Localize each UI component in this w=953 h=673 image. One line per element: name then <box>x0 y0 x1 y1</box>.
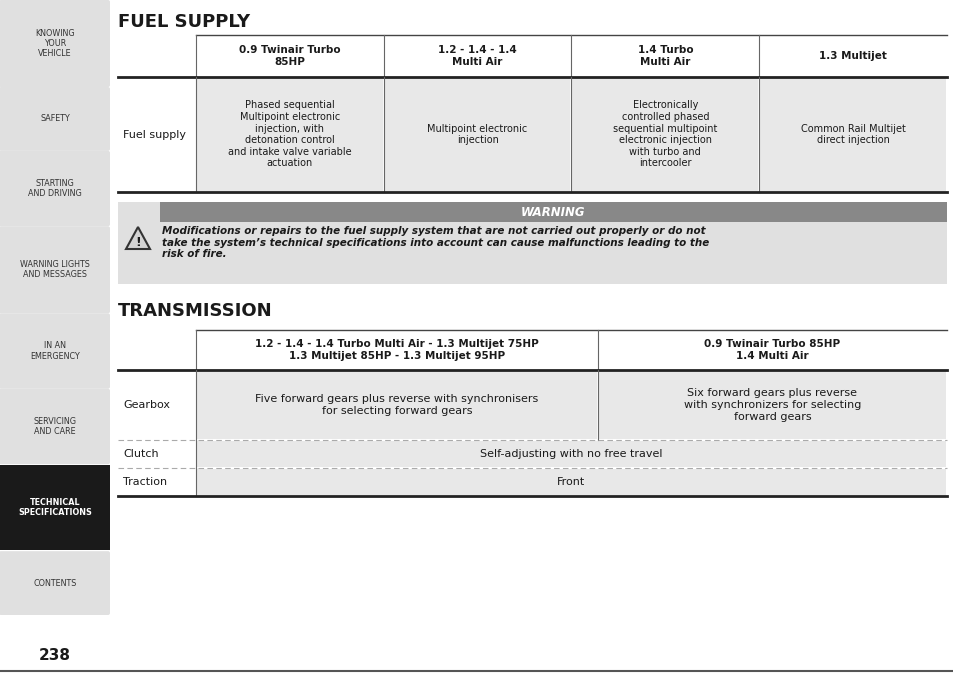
Bar <box>196 469 945 495</box>
Text: Five forward gears plus reverse with synchronisers
for selecting forward gears: Five forward gears plus reverse with syn… <box>255 394 537 416</box>
Text: Six forward gears plus reverse
with synchronizers for selecting
forward gears: Six forward gears plus reverse with sync… <box>683 388 861 421</box>
Bar <box>384 78 570 191</box>
Bar <box>196 371 597 439</box>
Text: 238: 238 <box>39 648 71 663</box>
Text: SAFETY: SAFETY <box>40 114 70 123</box>
FancyBboxPatch shape <box>0 389 110 464</box>
FancyBboxPatch shape <box>0 0 110 87</box>
FancyBboxPatch shape <box>0 551 110 615</box>
Text: Traction: Traction <box>123 477 167 487</box>
Text: TRANSMISSION: TRANSMISSION <box>118 302 273 320</box>
Text: IN AN
EMERGENCY: IN AN EMERGENCY <box>30 341 80 361</box>
Text: TECHNICAL
SPECIFICATIONS: TECHNICAL SPECIFICATIONS <box>18 498 91 518</box>
Text: Front: Front <box>557 477 585 487</box>
FancyBboxPatch shape <box>0 151 110 226</box>
Text: 0.9 Twinair Turbo 85HP
1.4 Multi Air: 0.9 Twinair Turbo 85HP 1.4 Multi Air <box>703 339 840 361</box>
Text: KNOWING
YOUR
VEHICLE: KNOWING YOUR VEHICLE <box>35 29 74 59</box>
Text: Common Rail Multijet
direct injection: Common Rail Multijet direct injection <box>800 124 904 145</box>
Text: 0.9 Twinair Turbo
85HP: 0.9 Twinair Turbo 85HP <box>239 45 340 67</box>
Bar <box>0 465 110 551</box>
Bar <box>160 202 946 222</box>
FancyBboxPatch shape <box>0 314 110 389</box>
Text: WARNING: WARNING <box>520 205 585 219</box>
Bar <box>196 441 945 467</box>
Text: STARTING
AND DRIVING: STARTING AND DRIVING <box>28 179 82 199</box>
Text: FUEL SUPPLY: FUEL SUPPLY <box>118 13 250 31</box>
Text: 1.2 - 1.4 - 1.4
Multi Air: 1.2 - 1.4 - 1.4 Multi Air <box>437 45 517 67</box>
Text: Gearbox: Gearbox <box>123 400 170 410</box>
Text: Self-adjusting with no free travel: Self-adjusting with no free travel <box>479 449 662 459</box>
Text: Modifications or repairs to the fuel supply system that are not carried out prop: Modifications or repairs to the fuel sup… <box>162 226 708 259</box>
Text: 1.4 Turbo
Multi Air: 1.4 Turbo Multi Air <box>637 45 693 67</box>
Text: Electronically
controlled phased
sequential multipoint
electronic injection
with: Electronically controlled phased sequent… <box>613 100 717 168</box>
FancyBboxPatch shape <box>0 226 110 314</box>
Bar <box>760 78 945 191</box>
Text: 1.2 - 1.4 - 1.4 Turbo Multi Air - 1.3 Multijet 75HP
1.3 Multijet 85HP - 1.3 Mult: 1.2 - 1.4 - 1.4 Turbo Multi Air - 1.3 Mu… <box>254 339 538 361</box>
Bar <box>572 78 758 191</box>
FancyBboxPatch shape <box>0 87 110 151</box>
Bar <box>598 371 945 439</box>
Bar <box>196 78 382 191</box>
Text: CONTENTS: CONTENTS <box>33 579 76 588</box>
Polygon shape <box>126 227 150 249</box>
Text: WARNING LIGHTS
AND MESSAGES: WARNING LIGHTS AND MESSAGES <box>20 260 90 279</box>
Text: SERVICING
AND CARE: SERVICING AND CARE <box>33 417 76 436</box>
Text: Phased sequential
Multipoint electronic
injection, with
detonation control
and i: Phased sequential Multipoint electronic … <box>228 100 352 168</box>
Text: Clutch: Clutch <box>123 449 158 459</box>
Text: !: ! <box>135 236 141 250</box>
Text: 1.3 Multijet: 1.3 Multijet <box>819 51 886 61</box>
Text: Fuel supply: Fuel supply <box>123 129 186 139</box>
Text: Multipoint electronic
injection: Multipoint electronic injection <box>427 124 527 145</box>
Bar <box>118 202 946 284</box>
